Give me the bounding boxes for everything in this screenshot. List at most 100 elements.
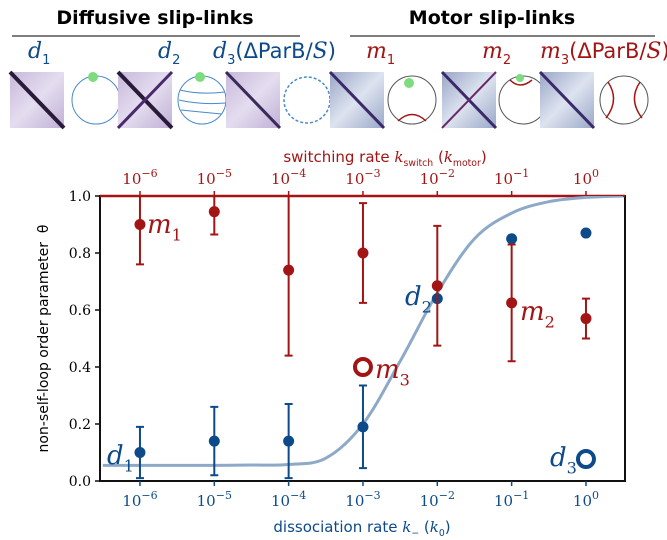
point — [208, 435, 220, 447]
header: Motor slip-links — [409, 7, 575, 29]
text-part: d — [213, 39, 227, 64]
annotation: m1 — [147, 210, 182, 244]
text-part: d — [28, 39, 42, 64]
annotation: d1 — [107, 441, 134, 475]
text-part: motor — [453, 158, 481, 169]
text-part: ( — [433, 148, 444, 166]
y-tick-label: 0.6 — [69, 303, 91, 319]
text-part: k — [444, 148, 453, 166]
text-part: 3 — [561, 53, 569, 68]
text-part: 1 — [42, 53, 50, 68]
text-part: k — [430, 518, 439, 536]
x2-tick-label: 100 — [573, 167, 599, 188]
x2-tick-label: 10−3 — [345, 167, 380, 188]
point — [580, 313, 592, 325]
panel-label: m3(ΔParB/S) — [540, 39, 667, 68]
text-part: m — [520, 297, 545, 327]
x2-tick-label: 10−1 — [494, 167, 529, 188]
x-axis-label: dissociation rate k− (k0) — [273, 518, 450, 539]
text-part: 2 — [172, 53, 180, 68]
x2-tick-label: 10−2 — [420, 167, 455, 188]
text-part: 2 — [545, 312, 555, 331]
x2-tick-label: 10−5 — [197, 167, 232, 188]
point — [283, 435, 295, 447]
text-part: 3 — [567, 458, 577, 477]
point — [283, 264, 295, 276]
panel-label: d3(ΔParB/S) — [213, 39, 336, 68]
x2-tick-label: 10−6 — [122, 167, 157, 188]
annotation: m3 — [375, 355, 410, 389]
text-part: 2 — [422, 297, 432, 316]
annotation: m2 — [520, 297, 555, 331]
x2-axis-label: switching rate kswitch (kmotor) — [283, 148, 486, 169]
text-part: d — [405, 282, 422, 312]
text-part: k — [394, 148, 403, 166]
point — [431, 280, 443, 292]
point — [506, 233, 518, 245]
text-part: ( — [419, 518, 430, 536]
thumbnails — [8, 70, 649, 130]
text-part: switch — [404, 158, 434, 169]
x-tick-label: 10−3 — [345, 489, 380, 510]
text-part: S — [646, 39, 661, 64]
y-tick-label: 0.2 — [69, 417, 91, 433]
point — [357, 421, 369, 433]
text-part: m — [366, 39, 387, 64]
text-part: − — [411, 528, 419, 539]
text-part: m — [482, 39, 503, 64]
open-marker — [575, 449, 596, 470]
point — [506, 297, 518, 309]
text-part: 0 — [439, 528, 445, 539]
text-part: k — [402, 518, 411, 536]
point — [208, 206, 220, 218]
text-part: d — [158, 39, 172, 64]
y-tick-label: 0.0 — [69, 474, 91, 490]
text-part: m — [375, 355, 400, 385]
text-part: 1 — [387, 53, 395, 68]
text-part: d — [107, 441, 124, 471]
x-tick-label: 10−4 — [271, 489, 306, 510]
x-tick-label: 100 — [573, 489, 599, 510]
panel-label: d1 — [28, 39, 50, 68]
x-tick-label: 10−6 — [122, 489, 157, 510]
text-part: switching rate — [283, 148, 394, 166]
plot-area — [102, 196, 624, 480]
text-part: 3 — [400, 370, 410, 389]
text-part: 1 — [124, 456, 134, 475]
text-part: (ΔParB/ — [569, 39, 647, 63]
panel-label: d2 — [158, 39, 180, 68]
point — [357, 247, 369, 259]
header: Diffusive slip-links — [56, 7, 253, 29]
y-tick-label: 0.4 — [69, 360, 91, 376]
x-tick-label: 10−2 — [420, 489, 455, 510]
text-part: ) — [481, 148, 487, 166]
text-part: ) — [445, 518, 451, 536]
text-part: ) — [662, 39, 667, 63]
annotation: d2 — [405, 282, 432, 316]
text-part: S — [313, 39, 328, 64]
point — [134, 447, 146, 458]
text-part: m — [540, 39, 561, 64]
x2-tick-label: 10−4 — [271, 167, 306, 188]
text-part: ) — [328, 39, 336, 63]
annotation: d3 — [550, 443, 577, 477]
text-part: 2 — [503, 53, 511, 68]
text-part: m — [147, 210, 172, 240]
x-tick-label: 10−1 — [494, 489, 529, 510]
y-tick-label: 0.8 — [69, 246, 91, 262]
x-tick-label: 10−5 — [197, 489, 232, 510]
text-part: 1 — [172, 225, 182, 244]
panel-label: m2 — [482, 39, 511, 68]
open-marker — [352, 357, 373, 377]
y-axis-label: non-self-loop order parameter θ — [36, 225, 52, 453]
point — [134, 219, 146, 230]
text-part: dissociation rate — [273, 518, 402, 536]
text-part: (ΔParB/ — [235, 39, 313, 63]
text-part: d — [550, 443, 567, 473]
fit-curve — [102, 196, 624, 467]
panel-label: m1 — [366, 39, 395, 68]
y-tick-label: 1.0 — [69, 189, 91, 205]
point — [580, 227, 592, 239]
text-part: 3 — [227, 53, 235, 68]
